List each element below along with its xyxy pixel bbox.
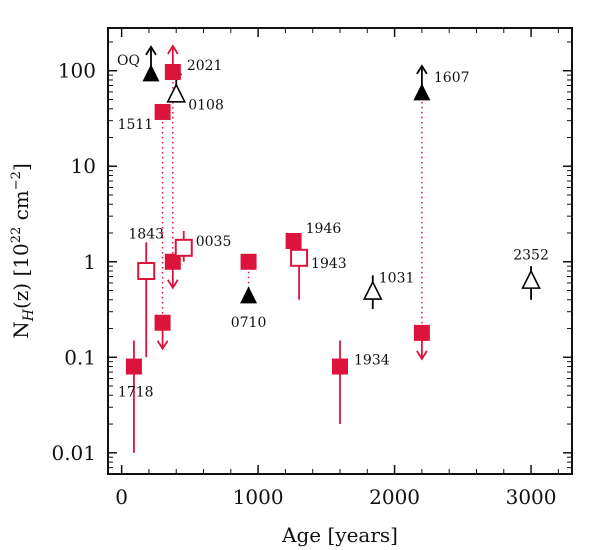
marker-square-1934 <box>332 358 348 375</box>
plot-frame <box>107 27 573 475</box>
point-label-1031: 1031 <box>379 271 415 287</box>
marker-triangle-1607 <box>413 83 431 101</box>
marker-square-1607-red <box>413 324 430 341</box>
x-axis-label: Age [years] <box>281 523 398 547</box>
x-tick-label: 0 <box>115 485 128 509</box>
point-label-0035: 0035 <box>196 234 232 250</box>
ylabel-end: ] <box>9 163 33 171</box>
marker-square-2021-low <box>164 253 181 270</box>
point-label-1607: 1607 <box>434 70 470 86</box>
ylabel-unit: cm <box>9 190 33 227</box>
marker-square-2021 <box>164 63 181 80</box>
y-tick-label: 0.1 <box>64 345 96 369</box>
x-tick-label: 3000 <box>506 485 557 509</box>
marker-triangle-2352 <box>521 269 541 289</box>
point-label-2352: 2352 <box>513 248 549 264</box>
y-tick-label: 100 <box>58 59 96 83</box>
ylabel-sub: H <box>21 308 37 322</box>
ylabel-main: N <box>9 321 33 339</box>
x-tick-label: 2000 <box>369 485 420 509</box>
limit-arrow-head <box>167 279 179 290</box>
y-tick-label: 0.01 <box>51 441 96 465</box>
point-label-1943: 1943 <box>311 256 347 272</box>
point-labels: 1718 1843 1511 2021 0035 0710 1946 1943 1934 1031… <box>117 53 549 401</box>
point-label-OQ: OQ <box>117 53 140 69</box>
marker-square-0035 <box>174 238 193 257</box>
marker-triangle-0710-tri <box>240 286 258 304</box>
point-label-0108: 0108 <box>188 97 224 113</box>
marker-square-0710 <box>240 253 257 270</box>
marker-square-1943 <box>290 248 309 267</box>
x-tick-label: 1000 <box>233 485 284 509</box>
ylabel-sup2: −2 <box>9 171 24 190</box>
limit-arrow-head <box>145 45 157 56</box>
marker-square-1843 <box>137 262 156 281</box>
limit-arrow-head <box>416 350 428 361</box>
y-tick-label: 1 <box>83 250 96 274</box>
point-label-2021: 2021 <box>187 58 223 74</box>
point-label-0710-tri: 0710 <box>231 315 267 331</box>
marker-square-1511-low <box>154 314 171 331</box>
limit-arrow-head <box>416 64 428 75</box>
tick-labels: 0 1000 2000 3000 0.01 0.1 1 10 100 <box>51 59 556 509</box>
marker-square-1511 <box>154 103 171 120</box>
point-label-1511: 1511 <box>118 117 154 133</box>
limit-arrow-head <box>156 340 169 351</box>
point-label-1946: 1946 <box>306 221 342 237</box>
point-label-1718: 1718 <box>118 385 154 401</box>
y-axis-label: NH(z) [1022 cm−2] <box>9 163 37 339</box>
ylabel-sup1: 22 <box>9 227 24 244</box>
ylabel-mid: (z) [10 <box>9 243 33 309</box>
marker-square-1946 <box>285 232 302 249</box>
limit-arrow-head <box>167 44 179 55</box>
marker-triangle-1031 <box>362 280 383 300</box>
y-tick-label: 10 <box>71 154 96 178</box>
marker-triangle-OQ <box>142 64 160 82</box>
marker-triangle-0108 <box>166 83 187 103</box>
marker-square-1718 <box>125 358 142 375</box>
data-markers <box>125 63 541 375</box>
point-label-1934: 1934 <box>354 353 390 369</box>
point-label-1843: 1843 <box>128 226 164 242</box>
